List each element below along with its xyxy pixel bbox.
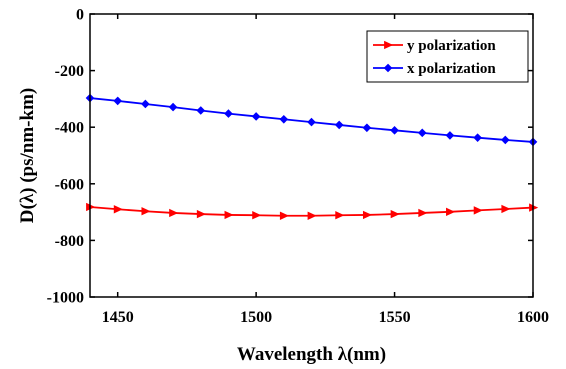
data-point [418, 208, 428, 218]
series-layer [85, 93, 539, 220]
data-point [501, 135, 510, 145]
y-axis-label: D(λ) (ps/nm-km) [17, 88, 38, 223]
data-point [252, 211, 262, 220]
data-point [168, 102, 178, 112]
data-point [113, 96, 122, 106]
data-point [141, 99, 150, 109]
legend-entry: x polarization [373, 61, 496, 77]
data-point [307, 117, 316, 127]
legend-label: y polarization [407, 38, 496, 54]
data-point [251, 112, 261, 121]
legend: y polarization x polarization [366, 30, 529, 83]
data-point [417, 128, 427, 138]
data-point [279, 211, 290, 220]
x-axis-label: Wavelength λ(nm) [237, 344, 386, 365]
data-point [362, 210, 373, 220]
plot-frame [89, 13, 534, 298]
data-point [334, 120, 344, 130]
x-axis-ticks: 1450 1500 1550 1600 [102, 14, 549, 326]
x-tick-label: 1600 [517, 309, 549, 326]
data-point [473, 133, 482, 142]
data-point [141, 207, 151, 216]
y-tick-label: -200 [55, 63, 84, 80]
x-tick-label: 1500 [240, 309, 272, 326]
y-tick-label: 0 [76, 7, 84, 24]
data-point [279, 114, 289, 124]
data-point [362, 123, 372, 133]
data-point [224, 109, 233, 118]
data-point [169, 208, 179, 218]
data-point [390, 209, 400, 219]
data-point [335, 211, 345, 220]
y-tick-label: -400 [55, 120, 84, 137]
legend-marker [383, 63, 393, 73]
data-point [473, 206, 483, 215]
x-tick-label: 1450 [102, 309, 134, 326]
data-point [446, 207, 456, 216]
data-point [445, 131, 455, 140]
legend-label: x polarization [407, 61, 496, 77]
legend-entry: y polarization [373, 38, 496, 54]
legend-box [366, 30, 529, 83]
y-axis-ticks: 0 -200 -400 -600 -800 -1000 [47, 7, 533, 307]
data-point [113, 205, 123, 214]
y-tick-label: -800 [55, 233, 84, 250]
y-tick-label: -600 [55, 176, 84, 193]
series-x-polarization [85, 93, 538, 147]
legend-marker [384, 40, 394, 50]
data-point [390, 126, 399, 135]
data-point [196, 106, 206, 115]
x-tick-label: 1550 [379, 309, 411, 326]
y-tick-label: -1000 [47, 290, 84, 307]
data-point [307, 211, 317, 220]
data-point [501, 204, 511, 214]
data-point [196, 209, 206, 219]
data-point [224, 210, 234, 220]
